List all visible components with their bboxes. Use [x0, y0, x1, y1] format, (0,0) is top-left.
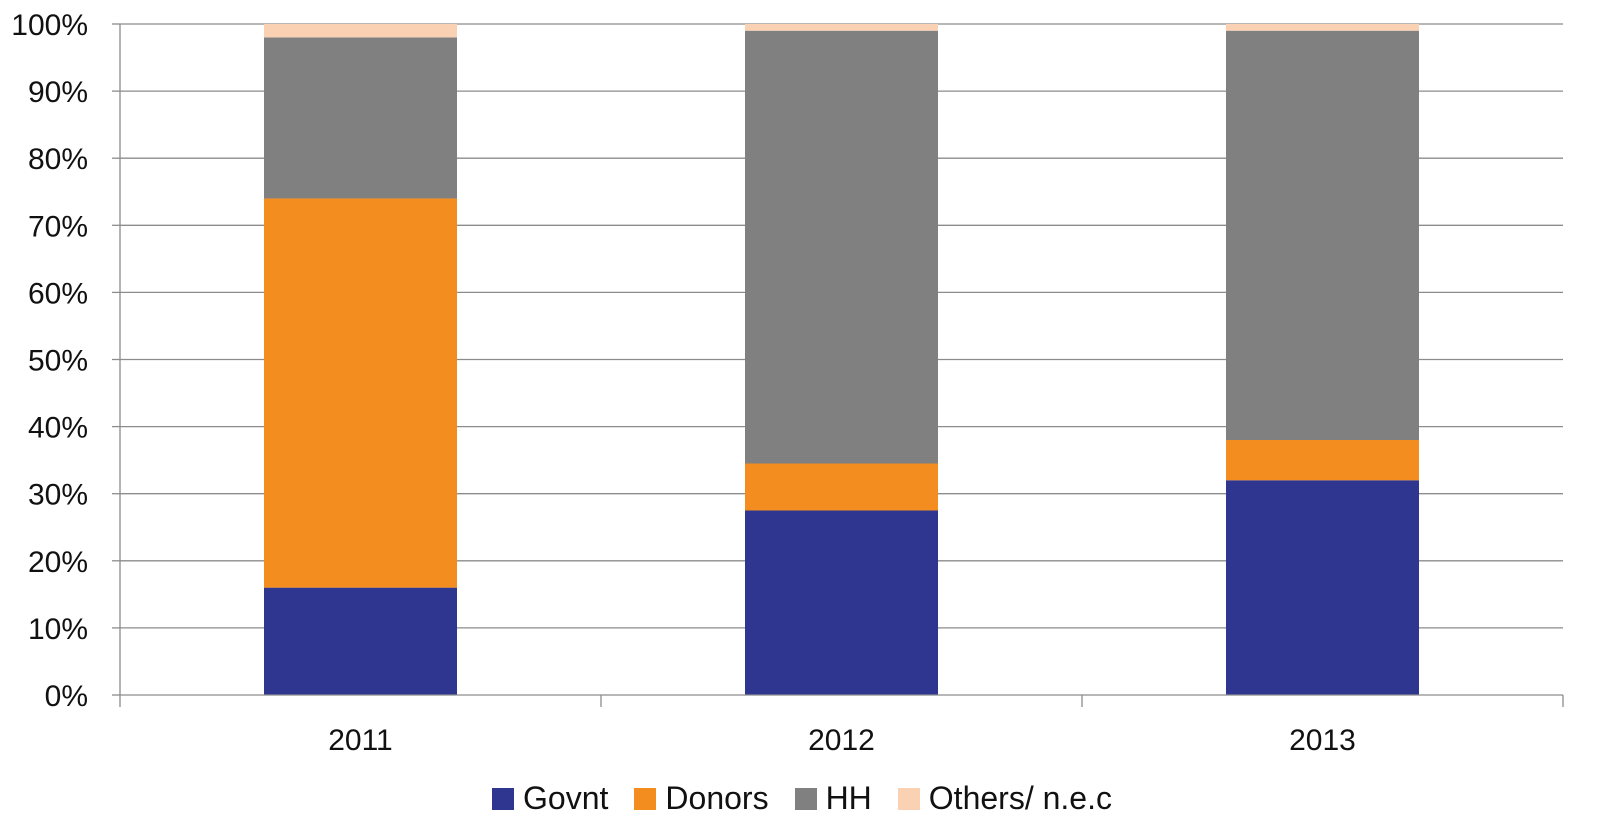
y-tick-label: 100% — [11, 9, 88, 42]
x-axis-tick-labels: 2011 2012 2013 — [328, 724, 1356, 757]
y-tick-label: 40% — [28, 412, 88, 445]
bars — [264, 24, 1419, 695]
legend-swatch — [634, 787, 657, 810]
bar-2013-donors — [1226, 440, 1419, 481]
bar-2011-hh — [264, 37, 457, 199]
legend-item: Govnt — [492, 780, 608, 817]
legend-swatch — [794, 787, 817, 810]
legend-item: Donors — [634, 780, 769, 817]
legend-swatch — [897, 787, 920, 810]
y-tick-label: 60% — [28, 277, 88, 310]
bar-2011-others-n-e-c — [264, 24, 457, 38]
x-tick-label: 2012 — [808, 724, 875, 757]
bar-2013-govnt — [1226, 480, 1419, 695]
bar-2013-others-n-e-c — [1226, 24, 1419, 31]
bar-2013-hh — [1226, 30, 1419, 441]
y-tick-label: 30% — [28, 479, 88, 512]
x-tick-label: 2013 — [1289, 724, 1356, 757]
legend-item: Others/ n.e.c — [897, 780, 1112, 817]
bar-2012-others-n-e-c — [745, 24, 938, 31]
bar-2012-hh — [745, 30, 938, 464]
y-tick-label: 20% — [28, 546, 88, 579]
legend: Govnt Donors HH Others/ n.e.c — [0, 780, 1604, 817]
legend-swatch — [492, 787, 515, 810]
y-tick-label: 90% — [28, 76, 88, 109]
bar-2012-govnt — [745, 510, 938, 695]
y-tick-label: 70% — [28, 210, 88, 243]
legend-label: Govnt — [523, 780, 609, 816]
axes — [112, 23, 1564, 707]
y-tick-label: 0% — [45, 680, 88, 713]
legend-label: HH — [825, 780, 872, 816]
bar-2012-donors — [745, 463, 938, 511]
y-axis-tick-labels: 0% 10% 20% 30% 40% 50% 60% 70% 80% 90% 100% — [11, 9, 88, 713]
legend-item: HH — [794, 780, 872, 817]
bar-2011-govnt — [264, 587, 457, 695]
legend-label: Donors — [665, 780, 769, 816]
legend-label: Others/ n.e.c — [928, 780, 1112, 816]
y-tick-label: 80% — [28, 143, 88, 176]
x-tick-label: 2011 — [328, 724, 393, 757]
y-tick-label: 10% — [28, 613, 88, 646]
y-tick-label: 50% — [28, 345, 88, 378]
bar-2011-donors — [264, 198, 457, 588]
